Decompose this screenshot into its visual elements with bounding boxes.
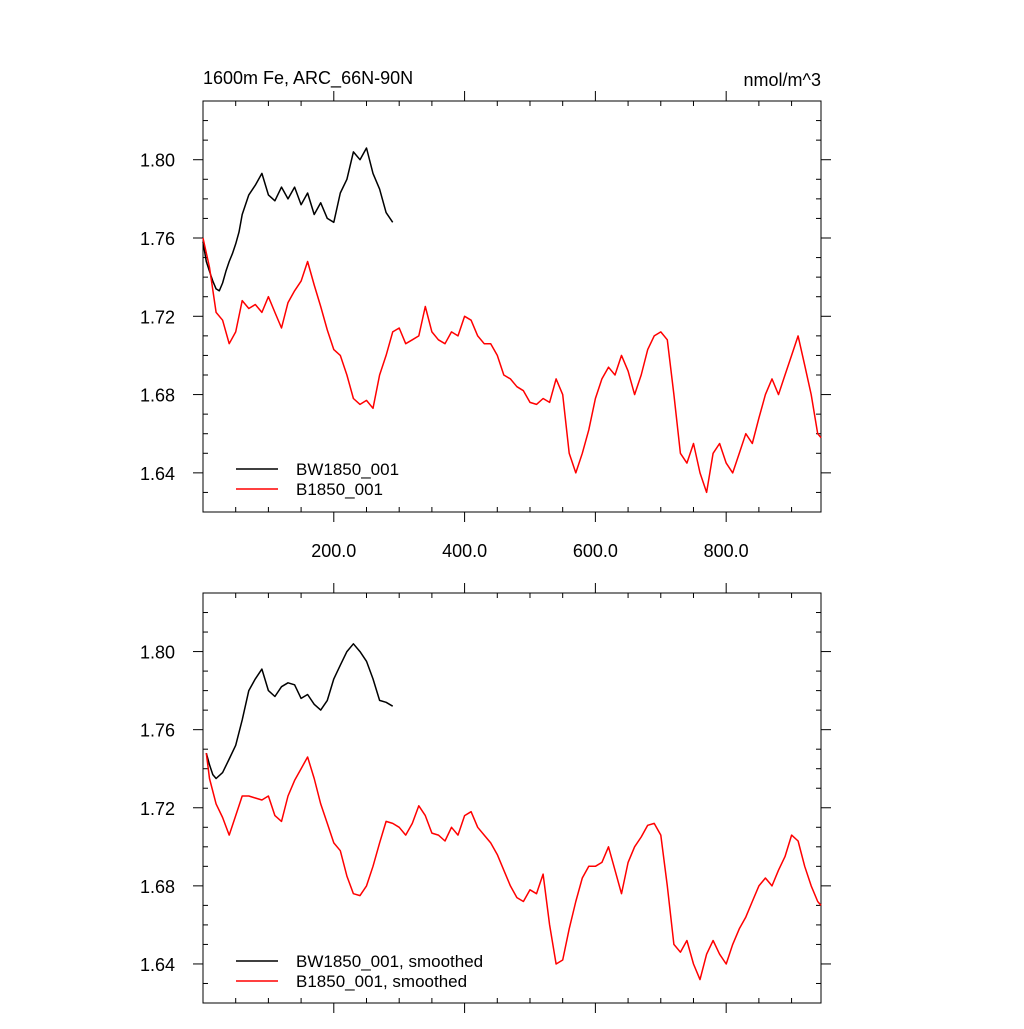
y-tick-label: 1.80 (140, 151, 175, 171)
series-line-b1850-001-smoothed (205, 753, 822, 981)
legend-label: B1850_001 (296, 480, 383, 499)
plot-frame (202, 592, 822, 1004)
figure-title: 1600m Fe, ARC_66N-90N (203, 68, 413, 89)
y-tick-label: 1.64 (140, 464, 175, 484)
y-tick-label: 1.72 (140, 799, 175, 819)
x-tick-label: 800.0 (704, 541, 749, 561)
legend-label: BW1850_001, smoothed (296, 952, 483, 971)
bottom-panel: 1.64 1.68 1.72 1.76 1.80 BW1850_001, smoothed… (140, 583, 831, 1013)
top-panel: 200.0 400.0 600.0 800.0 1.64 1.68 1.72 1.76 1.80… (140, 91, 831, 561)
y-tick-label: 1.68 (140, 877, 175, 897)
series-line-bw1850-001 (202, 147, 394, 292)
x-tick-label: 600.0 (573, 541, 618, 561)
legend-label: B1850_001, smoothed (296, 972, 467, 991)
plot-frame (202, 100, 822, 513)
series-line-bw1850-001-smoothed (205, 643, 394, 780)
x-tick-label: 400.0 (442, 541, 487, 561)
y-tick-label: 1.80 (140, 643, 175, 663)
y-tick-label: 1.76 (140, 721, 175, 741)
y-tick-label: 1.72 (140, 307, 175, 327)
legend-label: BW1850_001 (296, 460, 399, 479)
y-tick-label: 1.76 (140, 229, 175, 249)
y-tick-label: 1.68 (140, 386, 175, 406)
units-label: nmol/m^3 (744, 70, 821, 90)
series-line-b1850-001 (202, 237, 822, 494)
x-tick-label: 200.0 (311, 541, 356, 561)
y-tick-label: 1.64 (140, 955, 175, 975)
